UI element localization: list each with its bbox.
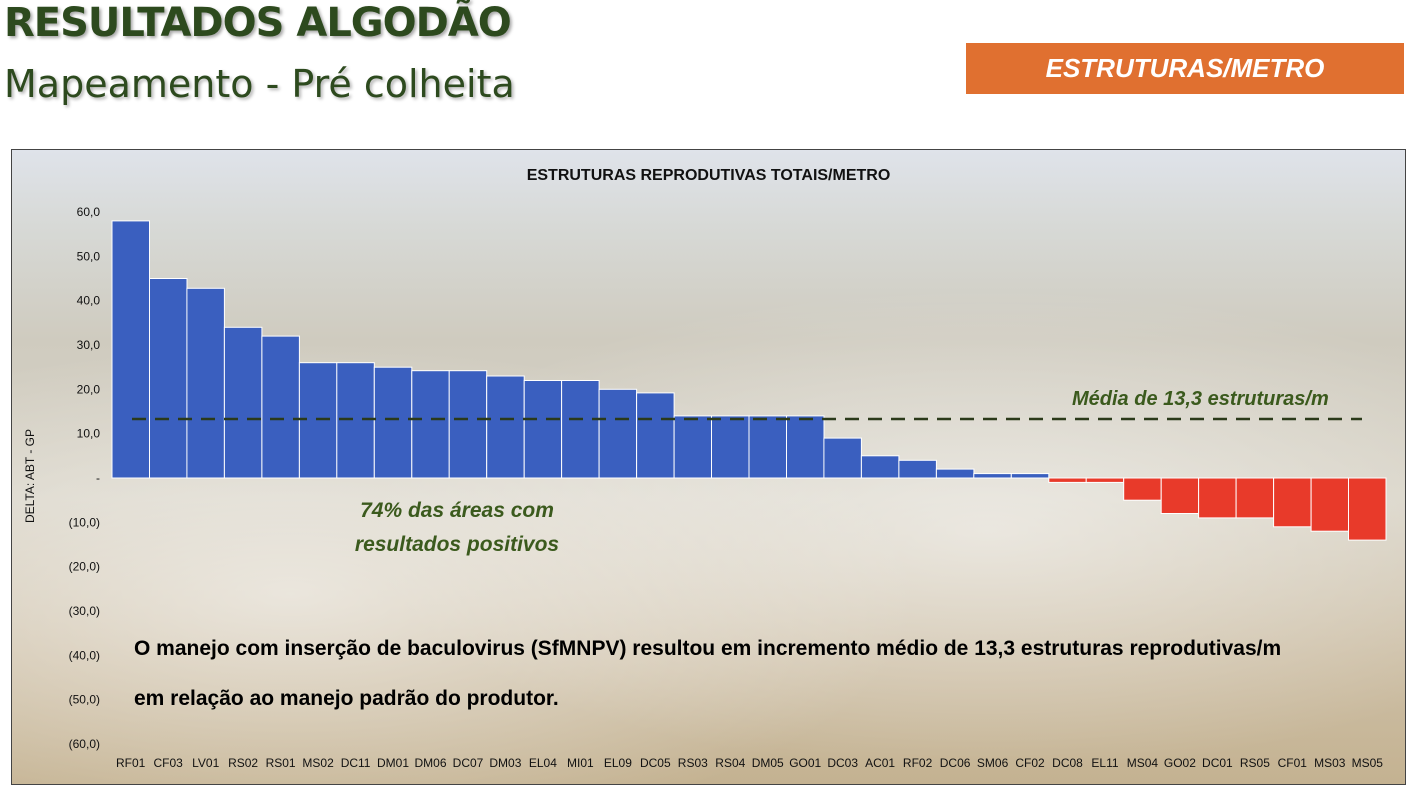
x-tick-label: MI01	[567, 756, 594, 770]
chart-panel: ESTRUTURAS REPRODUTIVAS TOTAIS/METRO 60,…	[11, 149, 1406, 785]
x-tick-label: CF01	[1278, 756, 1308, 770]
bar-rs03	[673, 415, 713, 479]
y-tick-label: 30,0	[77, 338, 101, 352]
page-title: RESULTADOS ALGODÃO	[4, 0, 512, 46]
x-tick-label: LV01	[192, 756, 219, 770]
y-tick-label: 60,0	[77, 205, 101, 219]
y-tick-label: -	[96, 471, 100, 485]
bar-el09	[598, 388, 638, 479]
x-tick-label: DC01	[1202, 756, 1233, 770]
x-tick-label: EL11	[1091, 756, 1118, 770]
bar-dc07	[448, 370, 488, 479]
bar-cf01	[1273, 477, 1312, 528]
bar-dc06	[935, 468, 975, 479]
x-tick-label: EL04	[529, 756, 557, 770]
x-tick-label: DC08	[1052, 756, 1083, 770]
bar-mi01	[561, 380, 600, 479]
bar-rf01	[111, 220, 150, 479]
x-tick-label: RF01	[116, 756, 146, 770]
x-tick-label: RS04	[715, 756, 745, 770]
bar-chart: 60,0 50,0 40,0 30,0 20,0 10,0 - (10,0) (20,0) (30…	[69, 205, 1387, 770]
x-tick-label: RS05	[1240, 756, 1270, 770]
x-tick-label: GO01	[789, 756, 821, 770]
bar-go02	[1160, 477, 1200, 514]
x-tick-label: DM03	[489, 756, 521, 770]
y-tick-label: (20,0)	[69, 560, 100, 574]
bar-cf02	[1010, 473, 1050, 479]
bar-rs04	[711, 415, 750, 479]
x-tick-label: MS04	[1127, 756, 1159, 770]
bar-dm06	[411, 370, 450, 479]
x-tick-label: AC01	[865, 756, 895, 770]
x-tick-label: GO02	[1164, 756, 1196, 770]
y-tick-label: (10,0)	[69, 515, 100, 529]
bar-cf03	[149, 278, 188, 479]
bar-dc11	[336, 362, 375, 479]
y-tick-label: 20,0	[77, 382, 101, 396]
x-tick-label: MS05	[1352, 756, 1384, 770]
x-tick-label: RF02	[903, 756, 933, 770]
bar-go01	[786, 415, 825, 479]
bar-dc08	[1048, 477, 1087, 483]
chart-title: ESTRUTURAS REPRODUTIVAS TOTAIS/METRO	[526, 167, 891, 184]
bar-el04	[523, 380, 563, 479]
y-tick-label: (60,0)	[69, 737, 100, 751]
x-tick-label: DC07	[453, 756, 484, 770]
section-badge-label: ESTRUTURAS/METRO	[1045, 53, 1325, 83]
y-tick-label: (30,0)	[69, 604, 100, 618]
bar-dm01	[373, 366, 413, 479]
y-tick-label: (40,0)	[69, 648, 100, 662]
x-tick-label: DM06	[414, 756, 446, 770]
bar-dc01	[1198, 477, 1237, 519]
bar-ms05	[1348, 477, 1387, 541]
x-tick-label: DC06	[940, 756, 971, 770]
y-tick-label: 40,0	[77, 294, 101, 308]
x-tick-label: DC05	[640, 756, 671, 770]
x-tick-label: DC11	[341, 756, 371, 770]
x-tick-label: CF03	[154, 756, 184, 770]
bar-rs02	[223, 326, 263, 479]
bar-rs01	[261, 335, 300, 479]
bar-el11	[1085, 477, 1125, 483]
bar-ms04	[1123, 477, 1162, 501]
y-tick-label: (50,0)	[69, 693, 100, 707]
bar-rs05	[1235, 477, 1275, 519]
x-tick-label: DM05	[752, 756, 784, 770]
bar-ac01	[860, 455, 900, 479]
bar-rf02	[898, 459, 937, 479]
mean-annotation: Média de 13,3 estruturas/m	[1072, 388, 1329, 410]
x-tick-label: RS03	[678, 756, 708, 770]
bar-ms03	[1310, 477, 1350, 532]
x-tick-label: DC03	[827, 756, 858, 770]
y-axis-label: DELTA: ABT - GP	[23, 428, 37, 524]
bar-dm03	[486, 375, 525, 479]
bar-lv01	[186, 287, 225, 479]
x-tick-label: RS02	[228, 756, 258, 770]
y-tick-label: 10,0	[77, 427, 101, 441]
bar-dc05	[636, 392, 675, 479]
x-tick-label: MS02	[302, 756, 334, 770]
x-tick-label: EL09	[604, 756, 632, 770]
x-tick-label: CF02	[1015, 756, 1045, 770]
y-tick-label: 50,0	[77, 249, 101, 263]
x-tick-label: RS01	[266, 756, 296, 770]
x-tick-label: MS03	[1314, 756, 1346, 770]
x-tick-label: SM06	[977, 756, 1009, 770]
x-tick-label: DM01	[377, 756, 409, 770]
page-subtitle: Mapeamento - Pré colheita	[4, 62, 515, 106]
bar-dc03	[823, 437, 862, 479]
positive-areas-annotation: 74% das áreas com resultados positivos	[354, 499, 560, 556]
bar-dm05	[748, 415, 787, 479]
section-badge: ESTRUTURAS/METRO	[966, 43, 1404, 94]
summary-text: O manejo com inserção de baculovirus (Sf…	[134, 637, 1282, 710]
bar-sm06	[973, 473, 1012, 479]
bar-ms02	[298, 362, 338, 479]
